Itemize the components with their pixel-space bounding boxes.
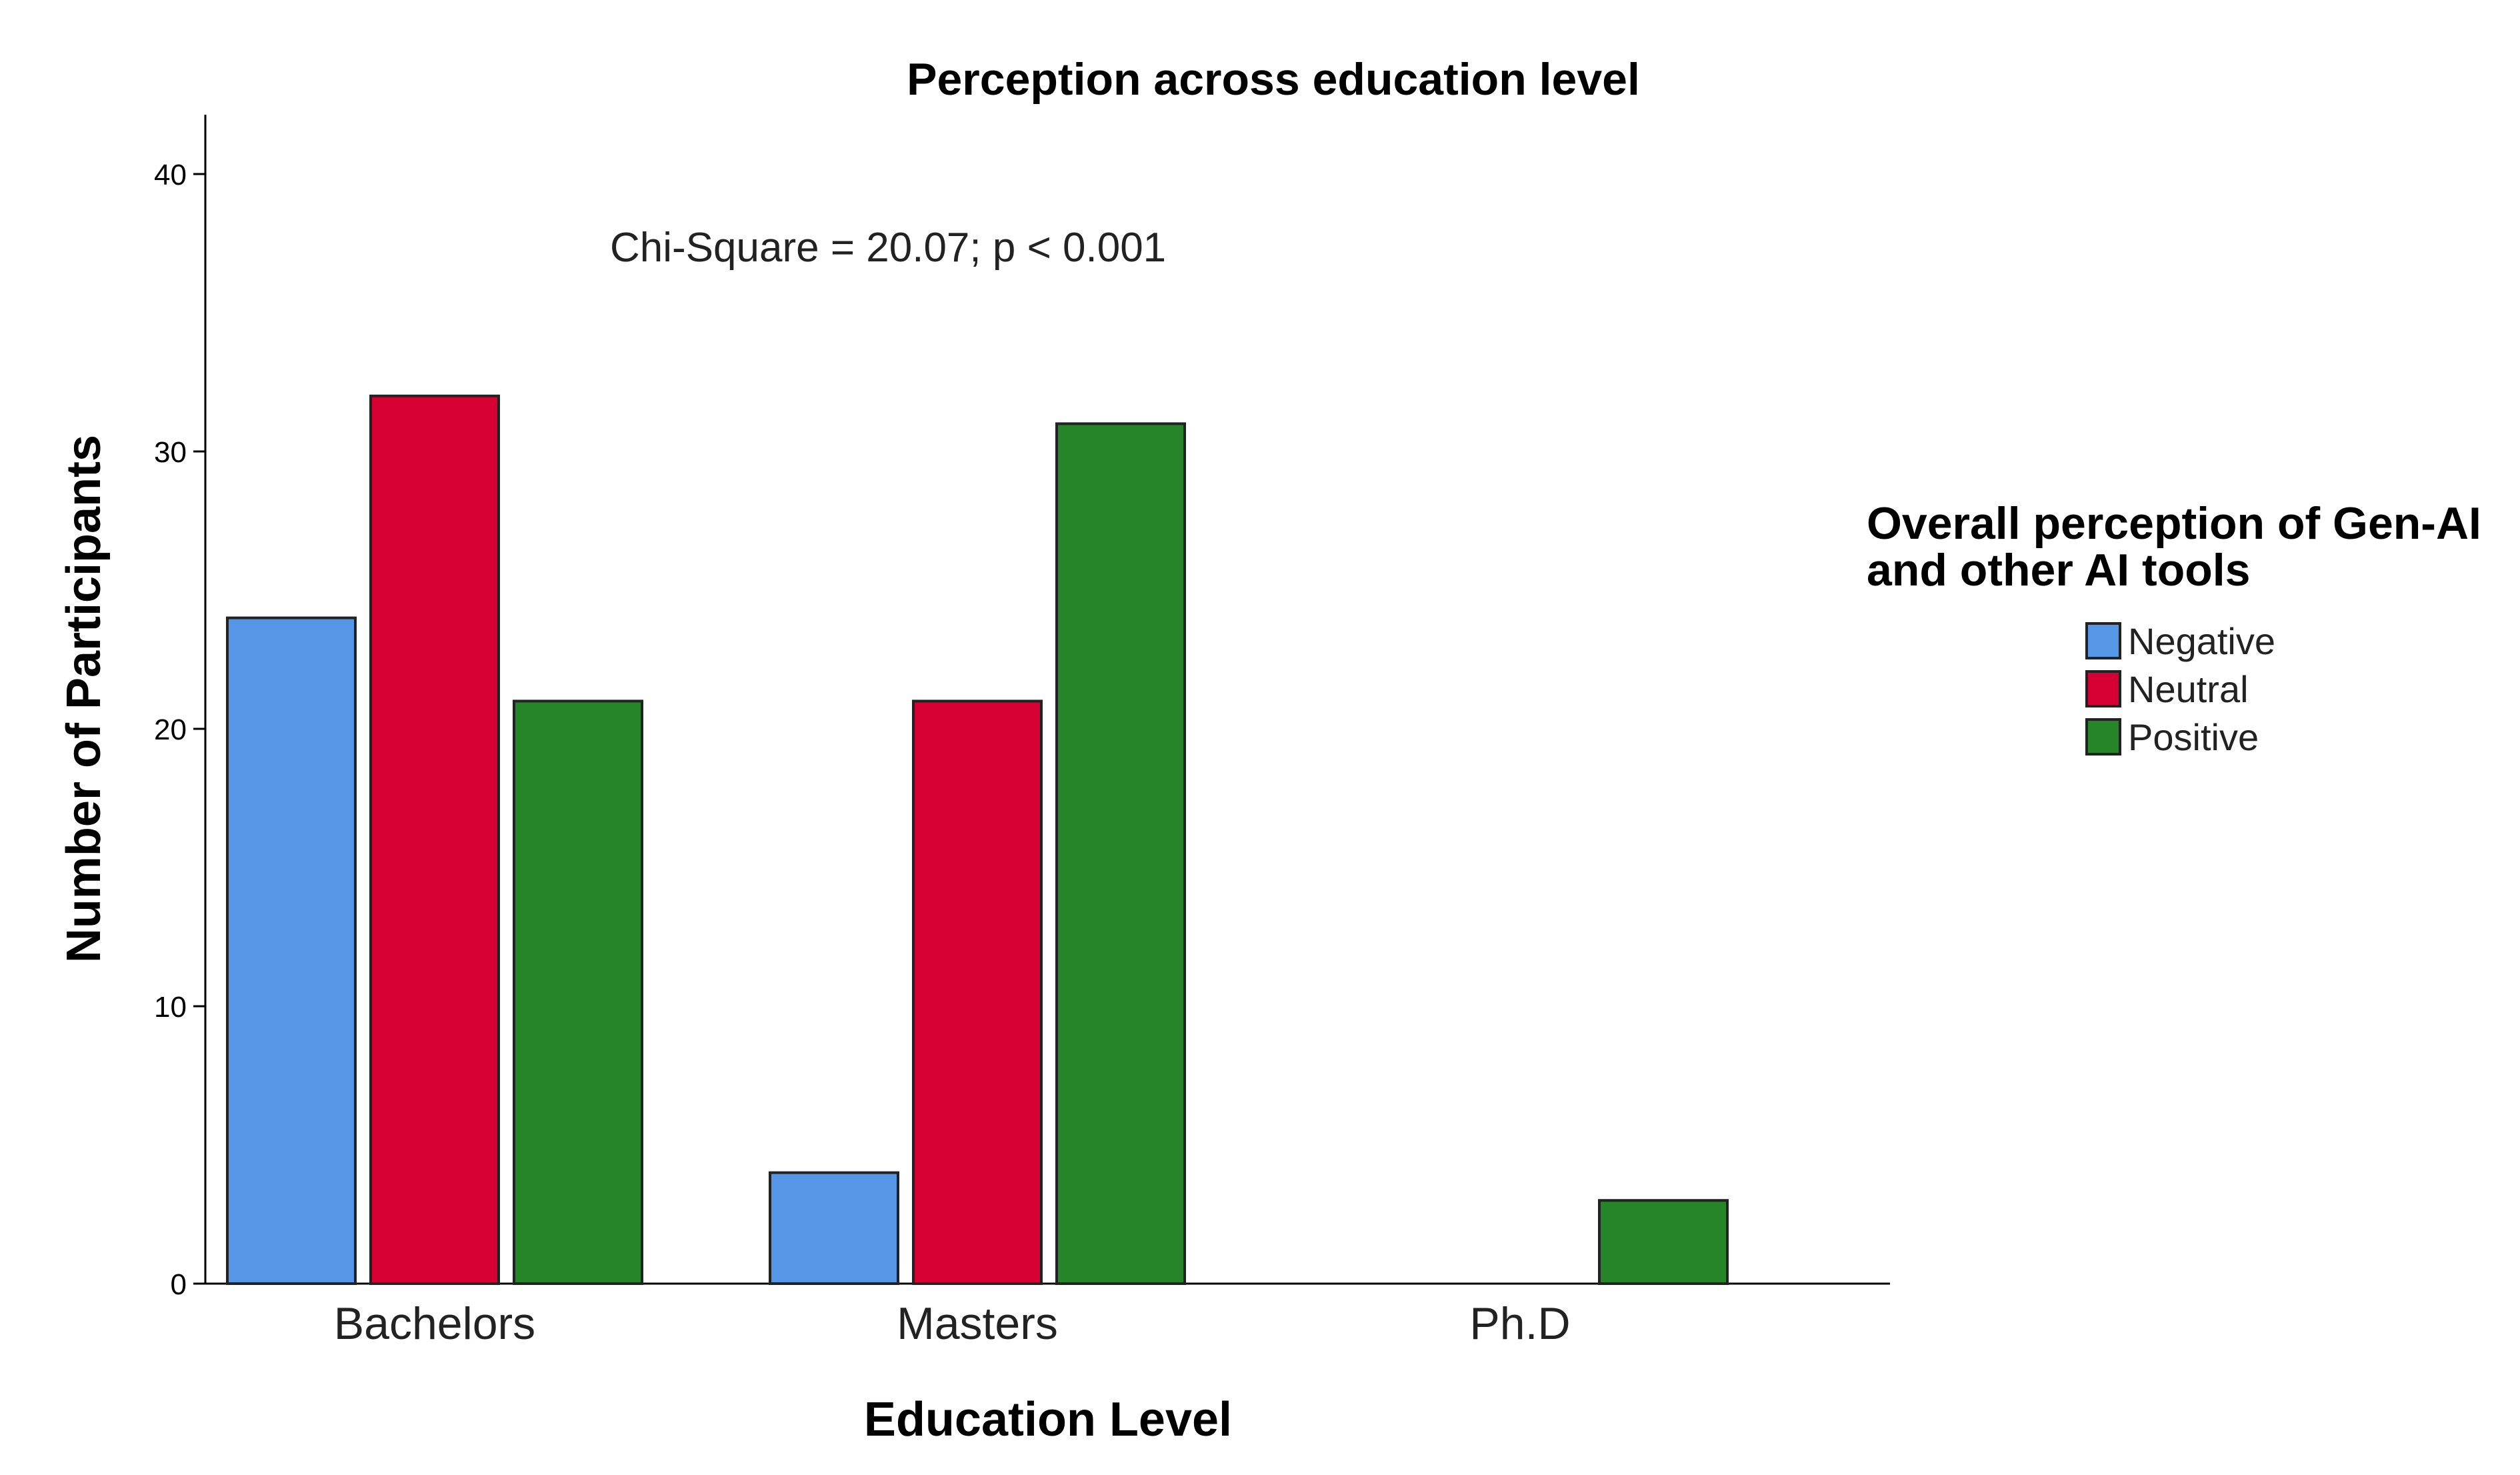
legend-label-neutral: Neutral (2128, 668, 2249, 710)
bar-neutral-masters (912, 699, 1043, 1285)
x-axis-title: Education Level (864, 1393, 1232, 1446)
legend: Overall perception of Gen-AI and other A… (1867, 498, 2481, 758)
bar-positive-bachelors (513, 699, 643, 1285)
legend-title-line-2: and other AI tools (1867, 545, 2250, 595)
legend-swatch-positive (2085, 718, 2121, 756)
legend-title-line-1: Overall perception of Gen-AI (1867, 498, 2481, 549)
x-tick-label: Bachelors (334, 1298, 535, 1349)
y-tick-label: 0 (171, 1268, 187, 1301)
bar-positive-phd (1598, 1199, 1729, 1285)
legend-items: Negative Neutral Positive (2085, 620, 2275, 758)
x-tick-label: Ph.D (1469, 1298, 1570, 1349)
bar-group (226, 394, 1729, 1285)
x-tick-label: Masters (897, 1298, 1058, 1349)
legend-swatch-neutral (2085, 670, 2121, 707)
legend-swatch-negative (2085, 622, 2121, 659)
legend-label-negative: Negative (2128, 620, 2275, 662)
y-tick-label: 10 (154, 991, 187, 1024)
bar-negative-masters (769, 1171, 899, 1285)
chi-square-annotation: Chi-Square = 20.07; p < 0.001 (610, 225, 1166, 271)
y-tick-label: 30 (154, 436, 187, 469)
x-tick-group: Bachelors Masters Ph.D (334, 1298, 1571, 1349)
chart-title: Perception across education level (907, 54, 1640, 105)
legend-label-positive: Positive (2128, 716, 2259, 758)
y-axis-title: Number of Participants (57, 435, 111, 963)
y-tick-label: 40 (154, 159, 187, 191)
bar-neutral-bachelors (369, 394, 500, 1285)
bar-positive-masters (1055, 422, 1186, 1285)
y-tick-label: 20 (154, 713, 187, 746)
bar-negative-bachelors (226, 616, 357, 1285)
y-tick-group: 0 10 20 30 40 (154, 159, 205, 1301)
